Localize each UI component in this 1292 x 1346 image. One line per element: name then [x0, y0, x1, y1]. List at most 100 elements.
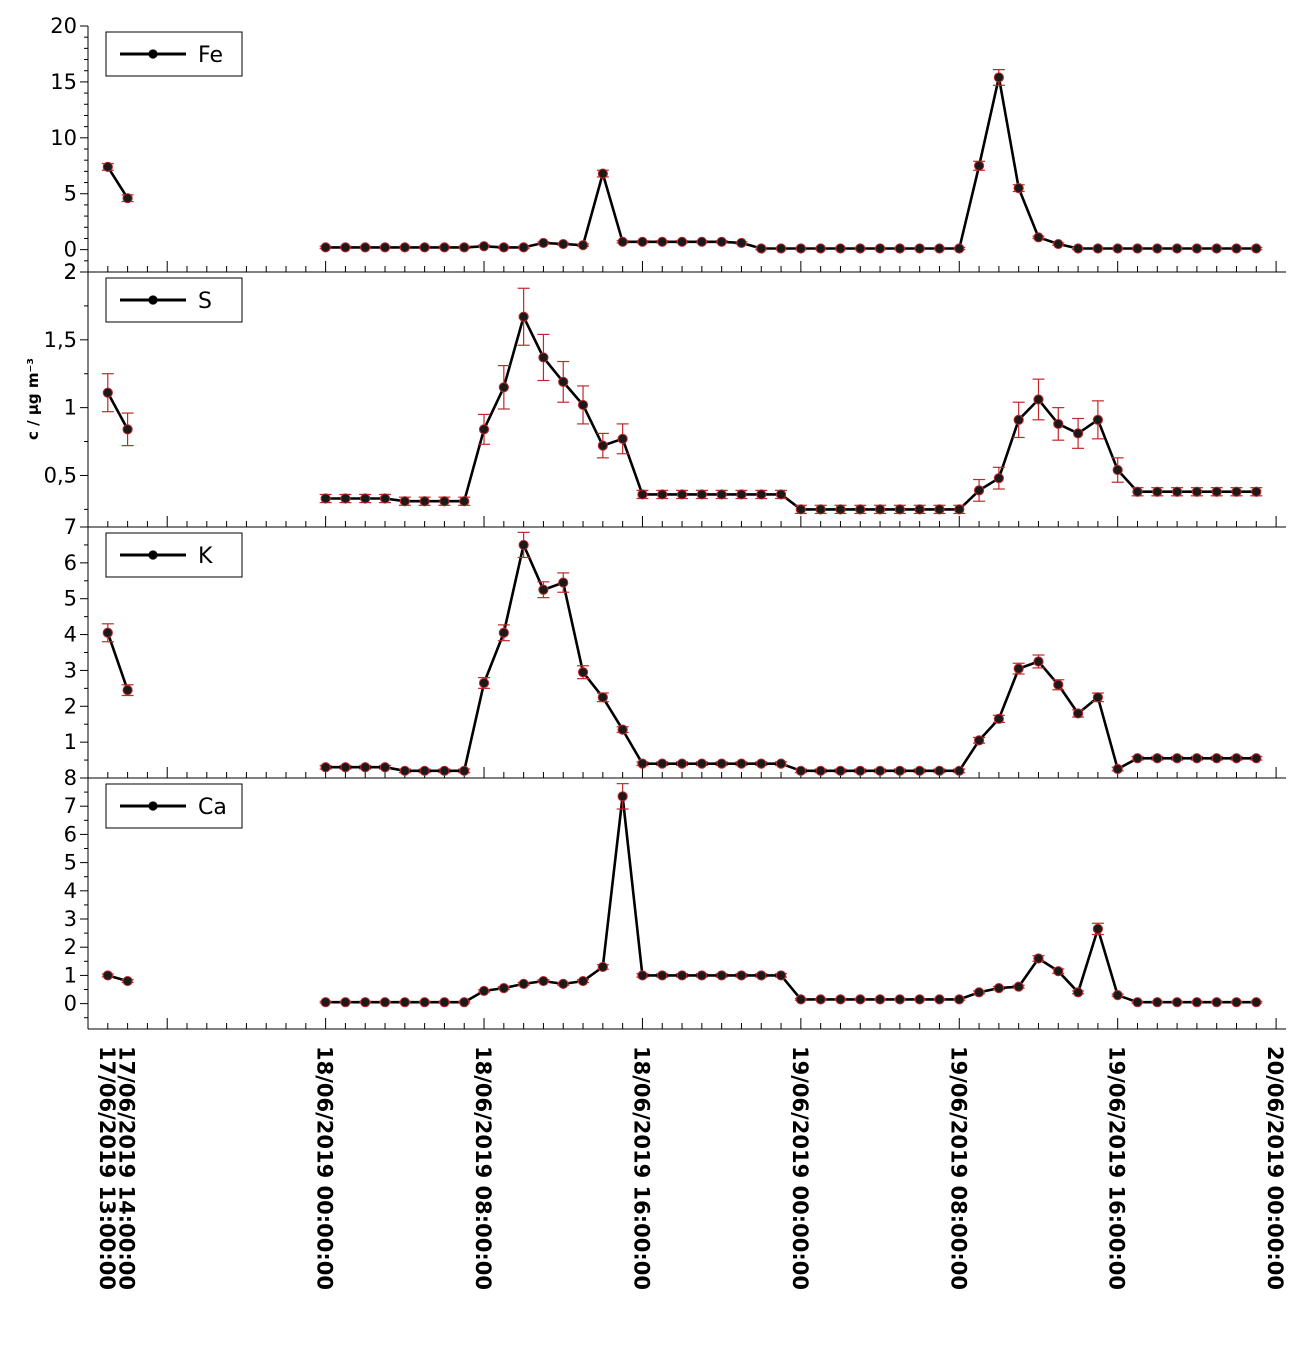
data-point	[360, 493, 371, 504]
data-point	[102, 161, 113, 172]
y-tick-label: 1	[64, 963, 77, 987]
y-tick-label: 15	[50, 70, 77, 94]
data-point	[914, 504, 925, 515]
data-point	[637, 489, 648, 500]
data-point	[993, 983, 1004, 994]
series-line-ca	[325, 794, 1257, 1004]
data-point	[518, 242, 529, 253]
data-point	[716, 970, 727, 981]
data-point	[914, 994, 925, 1005]
data-point	[122, 424, 133, 435]
data-point	[439, 997, 450, 1008]
data-point	[736, 237, 747, 249]
data-point	[874, 765, 886, 776]
data-point	[696, 236, 707, 247]
legend-label: K	[198, 544, 213, 569]
series-line-k	[325, 543, 1257, 773]
data-point	[1191, 243, 1202, 254]
y-tick-label: 6	[64, 822, 77, 846]
y-tick-label: 5	[64, 587, 77, 611]
data-point	[1152, 486, 1163, 497]
data-point	[1152, 753, 1163, 764]
data-point	[1171, 997, 1183, 1008]
data-point	[1211, 486, 1222, 497]
data-point	[340, 493, 351, 504]
data-point	[617, 433, 628, 444]
y-tick-label: 3	[64, 907, 77, 931]
x-tick-label: 18/06/2019 00:00:00	[313, 1046, 337, 1290]
data-point	[577, 975, 589, 987]
data-point	[1053, 679, 1064, 690]
data-point	[478, 985, 490, 997]
data-point	[815, 243, 826, 254]
data-point	[498, 983, 509, 994]
data-point	[973, 160, 985, 171]
data-point	[1132, 997, 1143, 1008]
data-point	[954, 765, 965, 776]
data-point	[617, 236, 628, 247]
data-point	[577, 667, 589, 678]
data-point	[360, 242, 371, 253]
data-point	[340, 242, 351, 253]
data-point	[1072, 987, 1084, 998]
data-point	[696, 758, 707, 769]
data-point	[835, 765, 846, 776]
data-point	[835, 504, 846, 515]
data-point	[597, 961, 608, 973]
y-tick-label: 2	[64, 260, 77, 284]
data-point	[1072, 243, 1084, 254]
data-point	[320, 493, 331, 504]
data-point	[795, 994, 806, 1005]
data-point	[597, 440, 608, 451]
data-point	[676, 489, 688, 500]
data-point	[419, 496, 430, 507]
data-point	[597, 692, 608, 703]
data-point	[815, 994, 826, 1005]
x-tick-label: 19/06/2019 00:00:00	[788, 1046, 812, 1290]
data-point	[934, 994, 945, 1005]
data-point	[775, 758, 787, 769]
x-tick-label: 18/06/2019 16:00:00	[629, 1046, 653, 1290]
data-point	[379, 242, 391, 253]
data-point	[439, 242, 450, 253]
data-point	[518, 978, 529, 989]
data-point	[1112, 990, 1123, 1001]
data-point	[1231, 243, 1242, 254]
panel-fe: 20 15 10 5 02 Fe	[50, 14, 1286, 284]
data-point	[498, 627, 509, 638]
series-line-s	[325, 315, 1257, 511]
data-point	[696, 970, 707, 981]
legend-label: Ca	[198, 795, 227, 820]
data-point	[1191, 753, 1202, 764]
legend-k: K	[105, 532, 243, 578]
data-point	[577, 399, 589, 411]
data-point	[1053, 966, 1064, 977]
data-point	[122, 685, 133, 696]
series-line-fe	[325, 76, 1257, 250]
data-point	[419, 765, 430, 776]
data-point	[320, 242, 331, 253]
data-point	[1231, 486, 1242, 497]
data-point	[1152, 997, 1163, 1008]
data-point	[914, 765, 925, 776]
data-point	[716, 236, 727, 247]
data-point	[558, 978, 569, 989]
data-point	[102, 627, 113, 638]
data-point	[756, 489, 767, 500]
data-point	[122, 975, 133, 987]
data-point	[934, 504, 945, 515]
data-point	[855, 994, 866, 1005]
data-point	[815, 765, 826, 776]
data-point	[756, 243, 767, 254]
data-point	[1251, 486, 1262, 497]
data-point	[993, 713, 1004, 724]
data-point	[1072, 428, 1084, 439]
data-point	[874, 994, 886, 1005]
data-point	[874, 243, 886, 254]
data-point	[855, 243, 866, 254]
data-point	[558, 376, 569, 387]
data-point	[320, 997, 331, 1008]
x-tick-label: 20/06/2019 00:00:00	[1263, 1046, 1287, 1290]
